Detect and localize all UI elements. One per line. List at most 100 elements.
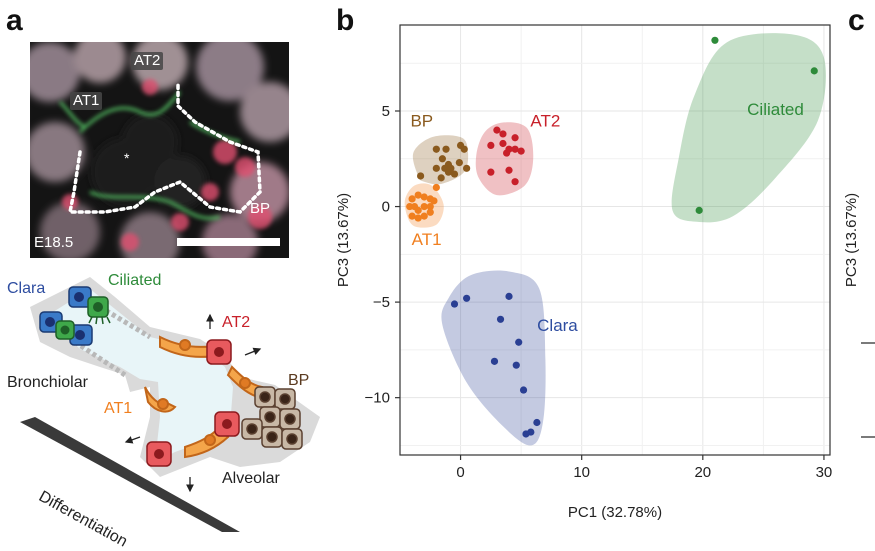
micrograph-image xyxy=(30,42,289,258)
bp-cells xyxy=(241,386,303,450)
data-point-bp xyxy=(442,145,450,153)
panel-c-partial: PC3 (13.67%) xyxy=(843,193,875,438)
data-point-at1 xyxy=(406,202,414,211)
data-point-bp xyxy=(438,155,446,163)
micro-label-stage: E18.5 xyxy=(34,234,74,251)
x-tick-label: 20 xyxy=(694,464,711,481)
schematic-label-clara: Clara xyxy=(7,280,46,297)
micro-label-at1: AT1 xyxy=(73,92,100,109)
data-point-bp xyxy=(460,145,468,153)
data-point-ciliated xyxy=(810,67,818,75)
data-point-at1 xyxy=(432,183,440,192)
data-point-bp xyxy=(455,159,463,167)
data-point-at2 xyxy=(502,149,511,157)
schematic-label-at1: AT1 xyxy=(104,400,133,417)
x-axis-title: PC1 (32.78%) xyxy=(568,504,662,521)
data-point-at1 xyxy=(420,193,428,201)
data-point-at2 xyxy=(517,147,525,155)
data-point-at2 xyxy=(487,168,495,176)
micro-tag-at1: AT1 xyxy=(70,92,103,110)
data-point-bp xyxy=(444,160,453,169)
micro-label-bp: BP xyxy=(250,200,271,217)
scale-bar xyxy=(177,238,280,246)
y-tick-label: −5 xyxy=(373,294,390,311)
cluster-label-clara: Clara xyxy=(537,316,578,335)
y-tick-label: 0 xyxy=(382,199,390,216)
data-point-at2 xyxy=(511,145,519,153)
data-point-clara xyxy=(512,361,520,369)
data-point-bp xyxy=(447,164,455,172)
x-tick-label: 10 xyxy=(573,464,590,481)
data-point-at2 xyxy=(487,141,495,149)
data-point-at2 xyxy=(493,126,501,134)
data-point-at1 xyxy=(410,202,419,211)
cluster-hull-ciliated xyxy=(671,33,826,223)
schematic-label-at2: AT2 xyxy=(222,314,251,331)
data-point-at2 xyxy=(511,178,519,186)
cluster-hull-at2 xyxy=(475,122,534,196)
data-point-clara xyxy=(490,357,499,365)
panel-label-a: a xyxy=(6,4,23,37)
cluster-hull-bp xyxy=(412,135,469,185)
migration-arrows xyxy=(124,313,262,493)
at1-cells xyxy=(144,335,264,459)
data-point-clara xyxy=(496,315,505,323)
panel-label-c: c xyxy=(848,4,865,37)
cluster-hull-clara xyxy=(441,270,546,446)
data-point-clara xyxy=(450,300,459,308)
data-point-clara xyxy=(463,294,471,302)
data-point-ciliated xyxy=(711,36,719,44)
data-point-at1 xyxy=(430,197,438,205)
cluster-hull-at1 xyxy=(404,183,444,228)
differentiation-wedge xyxy=(20,417,240,532)
data-point-bp xyxy=(463,164,471,172)
lineage-schematic xyxy=(20,277,320,532)
data-point-at1 xyxy=(408,195,416,203)
data-point-bp xyxy=(432,145,440,153)
x-tick-label: 30 xyxy=(816,464,833,481)
data-point-at1 xyxy=(426,208,434,216)
data-point-at1 xyxy=(426,195,434,203)
data-point-bp xyxy=(441,164,449,172)
plot-frame xyxy=(399,24,831,456)
cluster-label-at2: AT2 xyxy=(530,111,560,130)
data-point-bp xyxy=(450,170,459,178)
cluster-label-ciliated: Ciliated xyxy=(747,100,804,119)
schematic-label-bp: BP xyxy=(288,372,310,389)
y-axis-title: PC3 (13.67%) xyxy=(335,193,352,287)
x-tick-label: 0 xyxy=(456,464,464,481)
cluster-label-bp: BP xyxy=(410,111,433,130)
data-point-clara xyxy=(515,338,523,346)
schematic-label-ciliated: Ciliated xyxy=(108,272,162,289)
data-point-bp xyxy=(416,172,425,180)
data-point-clara xyxy=(519,386,528,394)
data-point-at2 xyxy=(511,134,519,142)
data-point-at1 xyxy=(414,214,422,222)
data-point-at2 xyxy=(505,166,513,174)
data-point-clara xyxy=(505,292,513,300)
data-point-clara xyxy=(533,418,541,427)
micrograph: AT2 AT1 BP E18.5 * xyxy=(30,42,289,258)
micro-lumen-marker: * xyxy=(124,150,130,166)
data-point-at2 xyxy=(505,145,513,153)
data-point-ciliated xyxy=(695,206,703,214)
data-point-at1 xyxy=(414,191,422,199)
panel-c-ylabel: PC3 (13.67%) xyxy=(843,193,860,287)
data-point-at2 xyxy=(499,139,507,148)
ciliated-cells xyxy=(55,296,111,340)
schematic-label-alveolar: Alveolar xyxy=(222,470,280,487)
data-point-clara xyxy=(522,430,530,438)
data-point-at1 xyxy=(426,202,434,211)
data-point-bp xyxy=(444,168,453,176)
at2-cells xyxy=(146,339,240,467)
y-tick-label: −10 xyxy=(365,390,390,407)
cluster-label-at1: AT1 xyxy=(412,230,442,249)
data-point-bp xyxy=(437,174,445,182)
micro-tag-at2: AT2 xyxy=(131,52,164,70)
panel-label-b: b xyxy=(336,4,355,37)
data-point-at1 xyxy=(420,212,428,220)
micro-label-at2: AT2 xyxy=(134,52,161,69)
data-point-bp xyxy=(456,141,465,149)
data-point-bp xyxy=(432,164,440,172)
schematic-label-bronchiolar: Bronchiolar xyxy=(7,374,88,391)
